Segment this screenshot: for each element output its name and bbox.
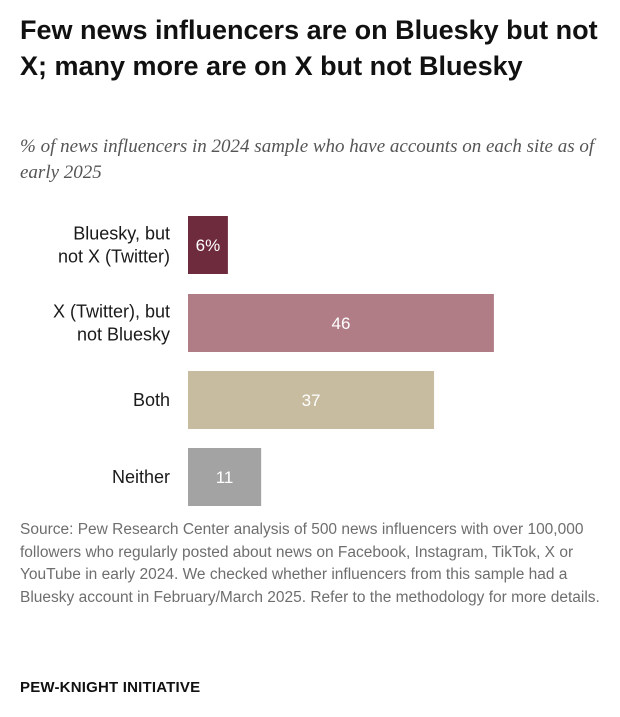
category-label: X (Twitter), but not Bluesky <box>53 302 170 345</box>
bar <box>188 448 262 506</box>
chart-title: Few news influencers are on Bluesky but … <box>20 15 598 81</box>
data-label: 46 <box>331 314 350 333</box>
bar <box>188 371 435 429</box>
bar-chart: 6% Bluesky, but not X (Twitter) 46 X (Twitte… <box>53 216 494 506</box>
pew-knight-initiative-logo: PEW-KNIGHT INITIATIVE <box>20 679 201 696</box>
chart-subtitle: % of news influencers in 2024 sample who… <box>20 136 595 183</box>
category-label: Neither <box>112 467 170 487</box>
category-label: Both <box>133 390 170 410</box>
category-label: Bluesky, but not X (Twitter) <box>58 224 170 267</box>
bar <box>188 216 228 274</box>
data-label: 37 <box>302 391 321 410</box>
bar <box>188 294 494 352</box>
source-note: Source: Pew Research Center analysis of … <box>20 521 600 606</box>
data-label: 6% <box>196 236 221 255</box>
data-label: 11 <box>216 468 234 487</box>
